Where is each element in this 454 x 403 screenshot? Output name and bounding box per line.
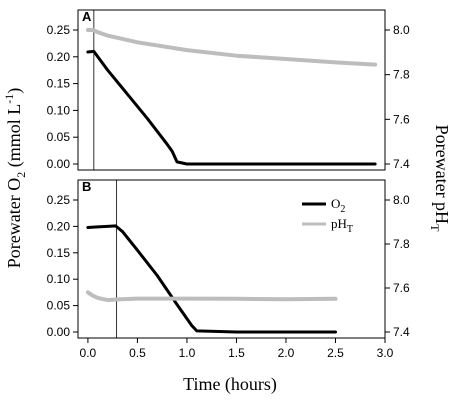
y-right-tick-label: 7.4 xyxy=(393,325,410,339)
legend-o2-label: O2 xyxy=(331,196,345,215)
x-tick-label: 1.5 xyxy=(228,346,245,360)
plot-frame xyxy=(77,9,386,171)
x-tick-label: 0.5 xyxy=(129,346,146,360)
y-right-tick-label: 7.8 xyxy=(393,237,410,251)
y-right-tick-label: 7.6 xyxy=(393,281,410,295)
x-tick-label: 2.5 xyxy=(327,346,344,360)
y-left-tick-label: 0.10 xyxy=(47,103,71,117)
series-line-pht xyxy=(85,28,378,67)
y-left-tick-label: 0.10 xyxy=(47,272,71,286)
y-left-tick-label: 0.05 xyxy=(47,130,71,144)
y-left-tick-label: 0.15 xyxy=(47,246,71,260)
y-right-tick-label: 8.0 xyxy=(393,23,410,37)
y-right-tick-label: 7.8 xyxy=(393,68,410,82)
y-left-tick-label: 0.20 xyxy=(47,50,71,64)
y-axis-right-label: Porewater pHT xyxy=(428,125,452,232)
y-right-tick-label: 8.0 xyxy=(393,193,410,207)
y-left-tick-label: 0.15 xyxy=(47,77,71,91)
y-left-tick-label: 0.05 xyxy=(47,299,71,313)
series-line-pht xyxy=(85,290,338,303)
chart-panels: A 0.00 0.05 0.10 0.15 0.20 0.25 7.4 7.6 7.8 8.0 B 0.… xyxy=(47,9,410,360)
y-axis-left-label: Porewater O2 (mmol L-1) xyxy=(2,88,28,268)
series-line-o2 xyxy=(86,224,337,334)
x-tick-label: 1.0 xyxy=(179,346,196,360)
y-right-tick-label: 7.6 xyxy=(393,112,410,126)
series-line-o2 xyxy=(86,49,377,166)
y-left-tick-label: 0.20 xyxy=(47,219,71,233)
y-left-tick-label: 0.25 xyxy=(47,23,71,37)
plot-frame xyxy=(77,179,386,339)
x-tick-label: 3.0 xyxy=(377,346,394,360)
y-left-tick-label: 0.25 xyxy=(47,193,71,207)
panel-label: A xyxy=(82,9,92,24)
panel-a: A 0.00 0.05 0.10 0.15 0.20 0.25 7.4 7.6 7.8 8.0 xyxy=(47,9,410,171)
y-left-tick-label: 0.00 xyxy=(47,157,71,171)
x-tick-label: 0.0 xyxy=(80,346,97,360)
legend-ph-label: pHT xyxy=(331,216,353,235)
y-right-tick-label: 7.4 xyxy=(393,157,410,171)
panel-b: B 0.00 0.05 0.10 0.15 0.20 0.25 7.4 7.6 7.8 8.0 0.0… xyxy=(47,179,410,360)
x-axis-label: Time (hours) xyxy=(183,374,277,395)
legend: O2 pHT xyxy=(302,196,353,235)
y-left-tick-label: 0.00 xyxy=(47,325,71,339)
panel-label: B xyxy=(82,179,91,194)
x-tick-label: 2.0 xyxy=(278,346,295,360)
